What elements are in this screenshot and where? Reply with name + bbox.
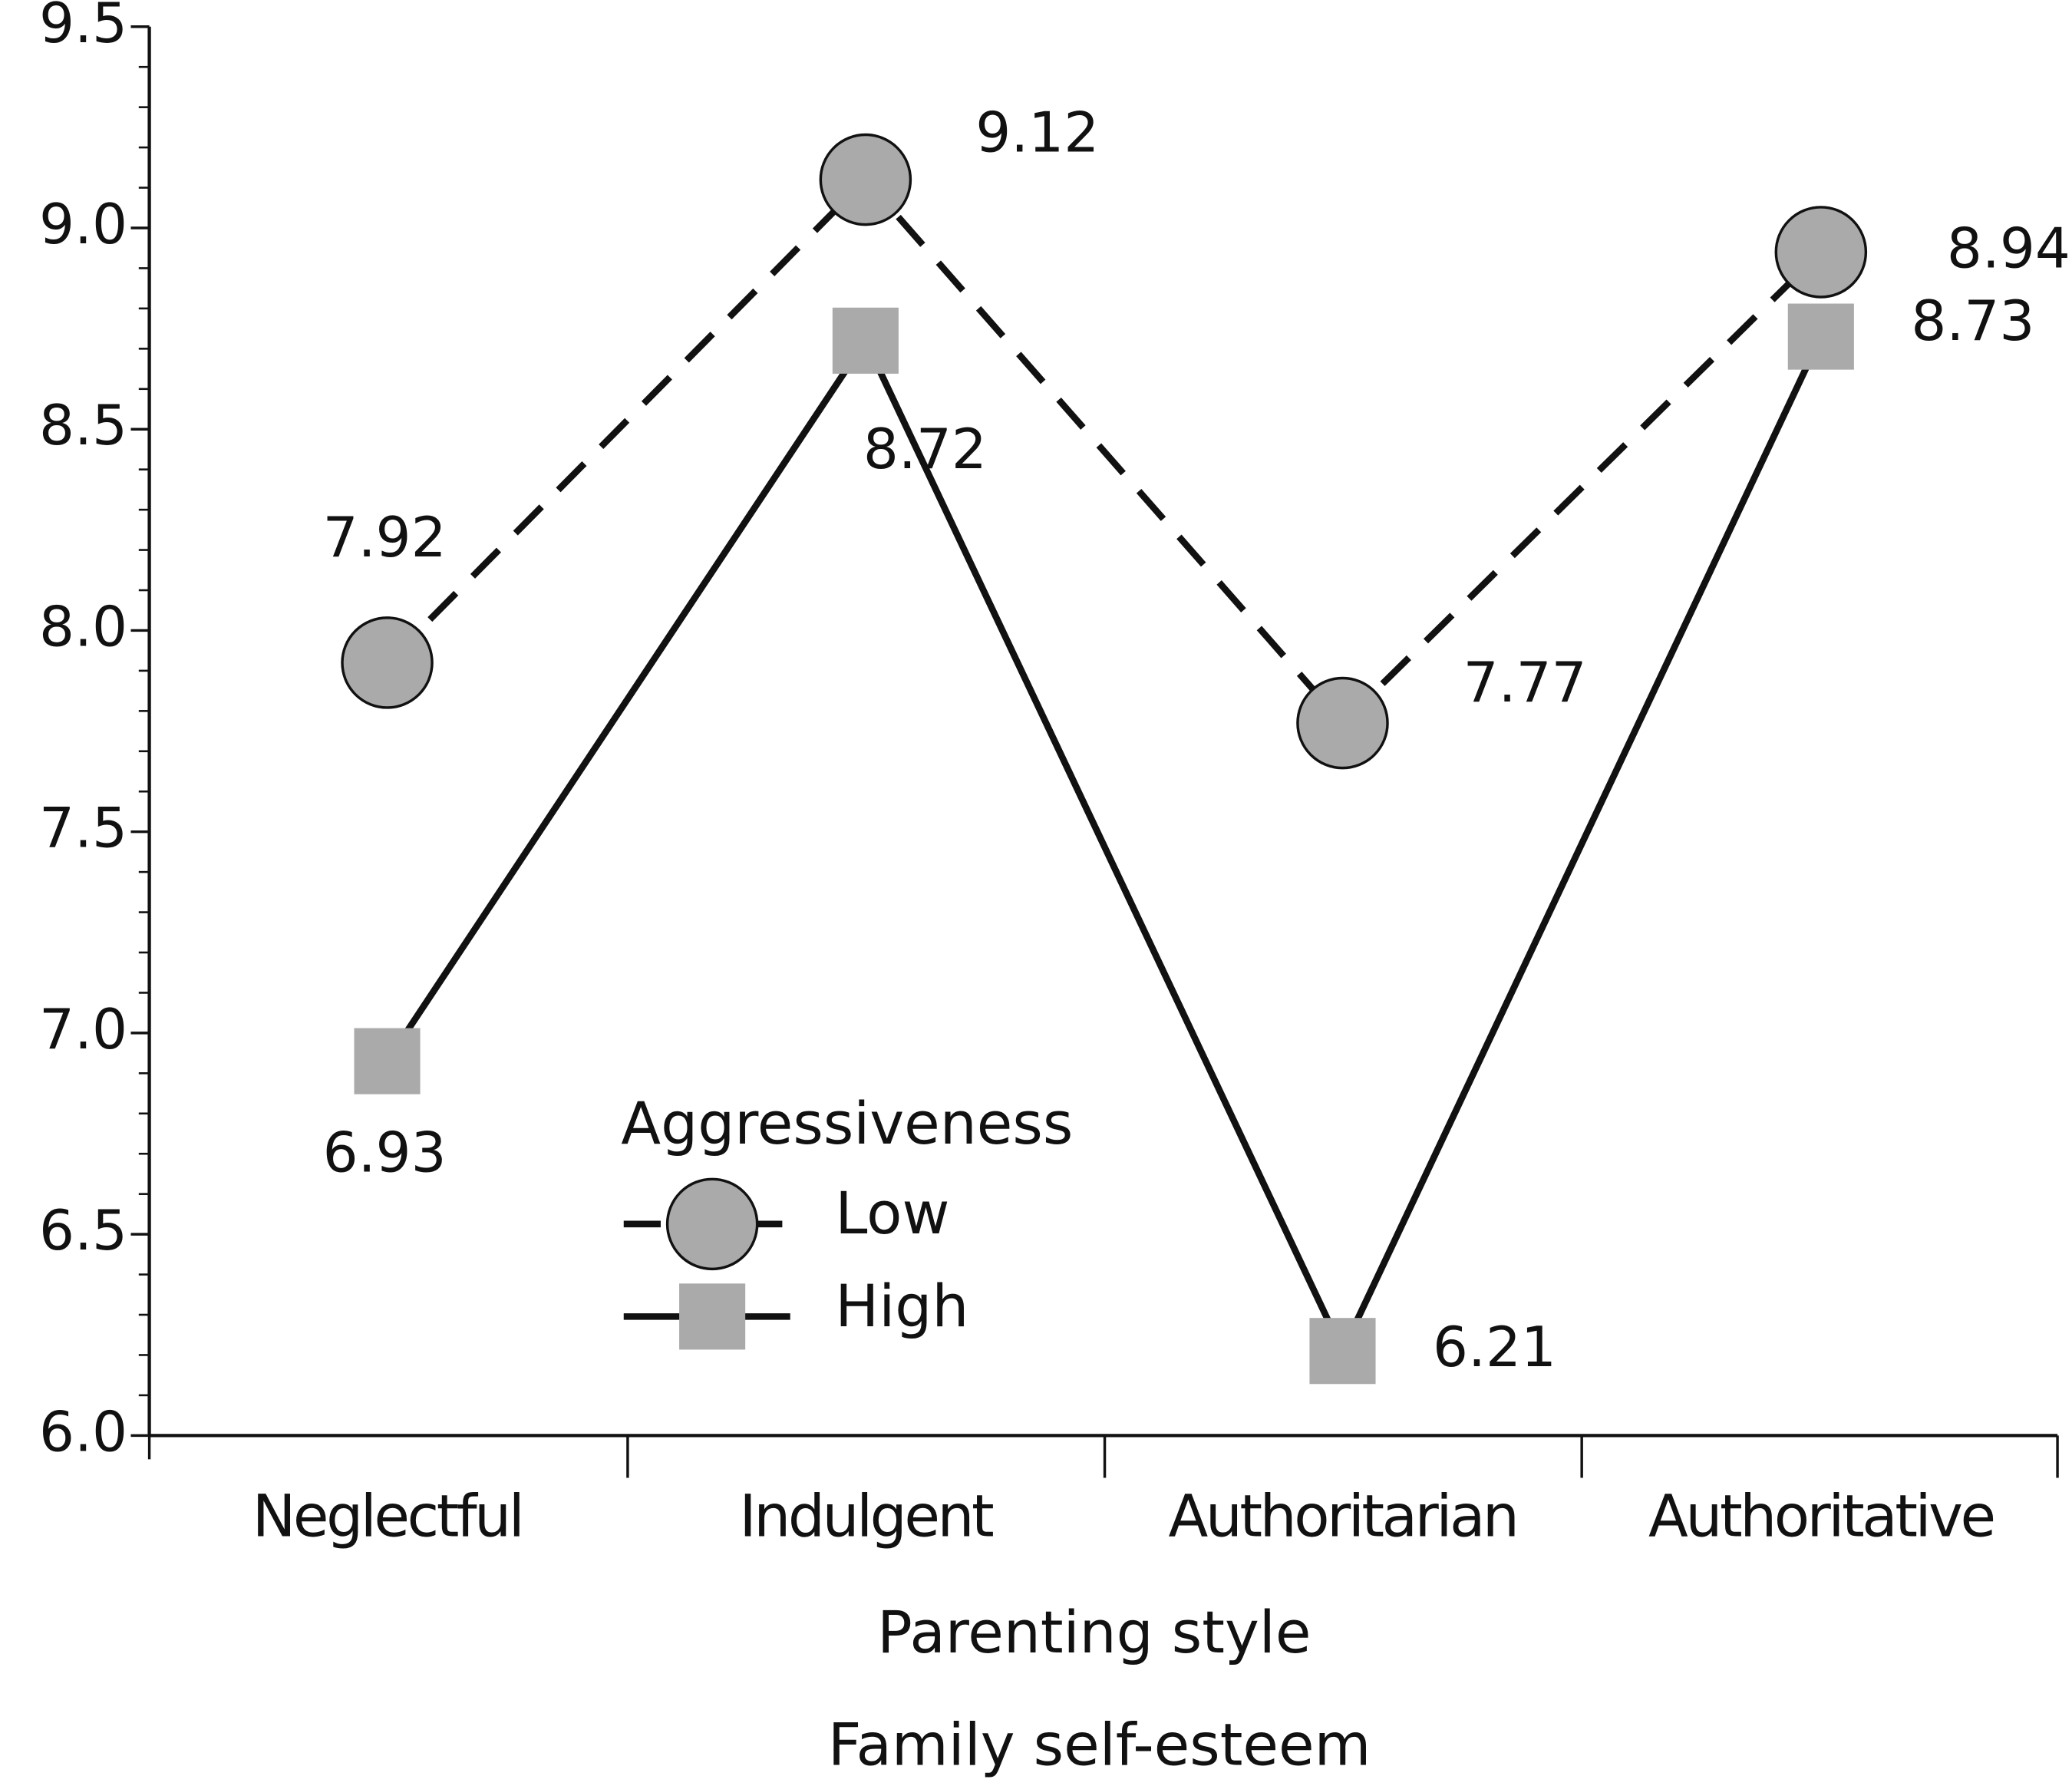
y-tick-label: 8.0 (39, 595, 127, 659)
x-tick-label: Authoritarian (1168, 1483, 1516, 1550)
x-dividers (147, 1435, 2059, 1478)
y-tick-label: 8.5 (39, 394, 127, 458)
y-tick-label: 7.5 (39, 797, 127, 861)
series-line (384, 334, 1824, 1359)
legend-marker (665, 1177, 759, 1271)
marker (1774, 206, 1868, 299)
legend-marker (679, 1283, 746, 1350)
legend-label: High (835, 1273, 968, 1340)
y-tick-label: 6.0 (39, 1400, 127, 1464)
data-label: 8.73 (1911, 289, 2034, 354)
x-tick-label: Neglectful (252, 1483, 523, 1550)
legend-label: Low (835, 1180, 949, 1247)
y-tick-label: 6.5 (39, 1199, 127, 1263)
x-tick-label: Indulgent (739, 1483, 993, 1550)
data-label: 6.21 (1433, 1316, 1556, 1380)
legend-title: Aggressiveness (621, 1090, 1073, 1157)
y-tick-label: 9.0 (39, 193, 127, 257)
x-axis-label: Parenting style (877, 1599, 1311, 1666)
data-label: 8.94 (1947, 216, 2070, 281)
marker (1296, 676, 1389, 770)
x-tick-label: Authoritative (1648, 1483, 1994, 1550)
data-label: 9.12 (975, 101, 1099, 165)
marker (832, 307, 899, 374)
marker (1309, 1318, 1376, 1385)
data-label: 8.72 (863, 418, 987, 482)
y-tick-label: 9.5 (39, 0, 127, 56)
y-tick-label: 7.0 (39, 998, 127, 1062)
data-label: 7.92 (323, 506, 447, 570)
data-label: 6.93 (323, 1121, 447, 1186)
data-label: 7.77 (1463, 651, 1587, 715)
caption: Family self-esteem (828, 1711, 1371, 1778)
marker (341, 616, 434, 709)
marker (1787, 303, 1854, 370)
marker (354, 1028, 421, 1094)
series-line (384, 174, 1823, 728)
marker (819, 133, 912, 226)
